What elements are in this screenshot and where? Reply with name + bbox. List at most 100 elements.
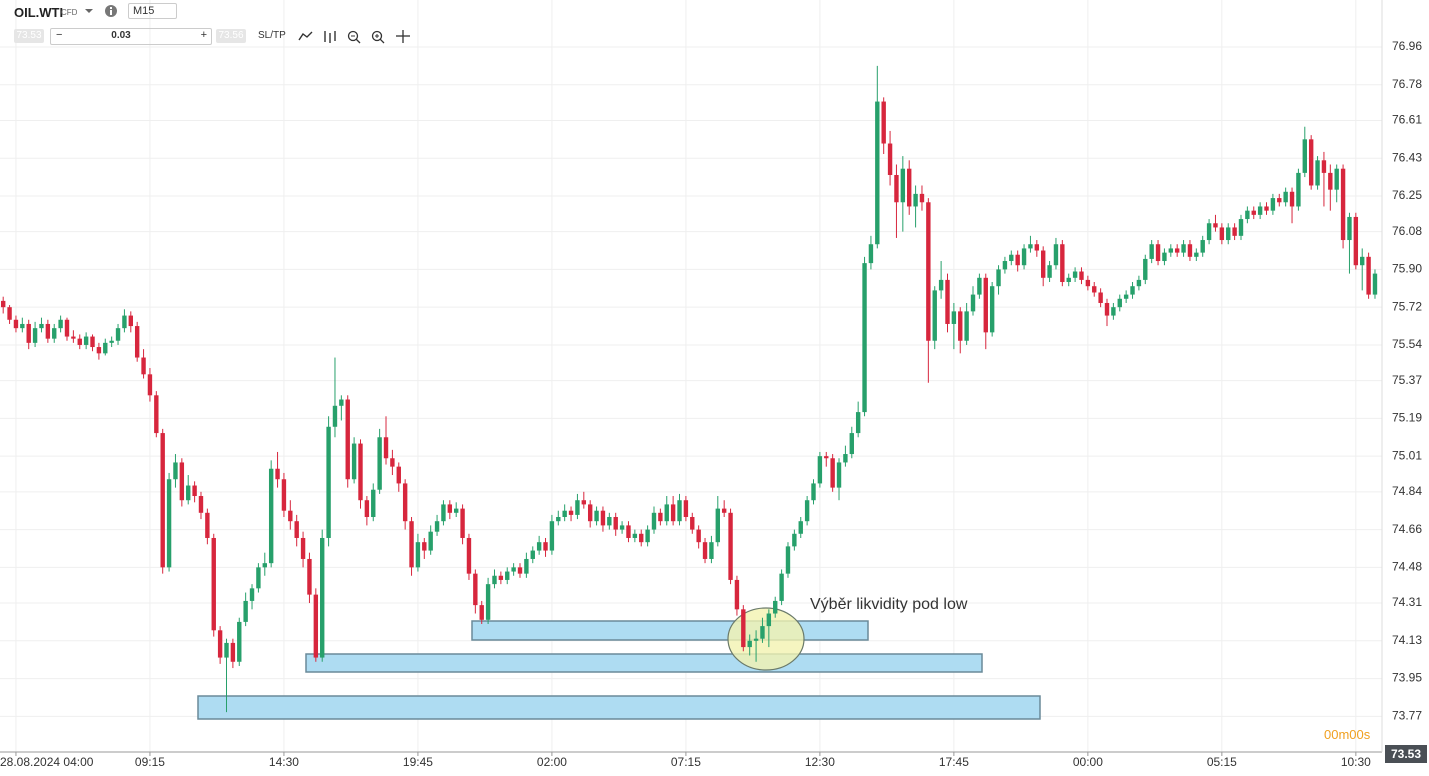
candle-body xyxy=(64,319,70,337)
candle-body xyxy=(843,454,848,463)
ask-price[interactable]: 73.56 xyxy=(216,29,246,43)
candle-body xyxy=(792,533,797,547)
candle-body xyxy=(492,575,497,585)
candle-body xyxy=(702,542,708,559)
candle-body xyxy=(619,525,625,530)
plus[interactable]: + xyxy=(200,29,207,41)
candle-body xyxy=(1162,252,1167,262)
candle-body xyxy=(683,500,689,517)
candle-body xyxy=(964,311,969,341)
candle-body xyxy=(747,640,752,648)
y-tick-label: 76.25 xyxy=(1392,188,1422,202)
candle-body xyxy=(626,525,631,538)
candle-body xyxy=(198,496,204,513)
candle-body xyxy=(339,399,344,406)
y-tick-label: 74.66 xyxy=(1392,522,1422,536)
candle-body xyxy=(1034,244,1040,251)
candle-body xyxy=(613,517,618,530)
candle-body xyxy=(690,517,695,530)
timeframe-select[interactable]: M15 xyxy=(128,3,178,19)
candle-body xyxy=(1302,139,1307,173)
candle-body xyxy=(721,508,727,513)
candle-body xyxy=(875,101,880,245)
minus[interactable]: − xyxy=(56,29,63,41)
x-tick-label: 09:15 xyxy=(135,755,165,769)
tool-icons[interactable] xyxy=(296,28,416,46)
candle-body xyxy=(45,323,51,339)
candle-body xyxy=(773,600,778,614)
candle-body xyxy=(268,468,274,564)
candle-body xyxy=(1289,191,1295,207)
candle-body xyxy=(587,504,593,522)
symbol-type: CFD xyxy=(61,8,78,17)
candle-body xyxy=(52,328,57,339)
y-tick-label: 73.77 xyxy=(1392,709,1422,723)
countdown-minutes: 00m xyxy=(1324,727,1350,742)
candle-body xyxy=(753,638,759,641)
volume: 0.03 xyxy=(111,30,131,41)
candle-body xyxy=(1226,227,1231,241)
candle-body xyxy=(1149,244,1154,259)
candle-body xyxy=(600,510,606,526)
y-tick-label: 75.54 xyxy=(1392,337,1422,351)
candle-body xyxy=(205,512,210,538)
candle-body xyxy=(1072,271,1078,278)
candle-body xyxy=(913,193,918,207)
candle-body xyxy=(664,504,669,522)
y-tick-label: 75.90 xyxy=(1392,262,1422,276)
candle-body xyxy=(192,485,197,497)
candle-body xyxy=(1264,206,1269,211)
candle-body xyxy=(256,567,261,589)
candle-body xyxy=(607,517,612,526)
candle-body xyxy=(103,342,108,354)
toolbar: OIL.WTI CFD M15 73.53 − 0.03 + 73.56 SL/… xyxy=(0,0,1429,48)
candle-body xyxy=(13,319,19,329)
candle-body xyxy=(1040,250,1046,278)
sltp-button[interactable]: SL/TP xyxy=(258,30,286,41)
candle-body xyxy=(581,500,587,505)
y-tick-label: 74.13 xyxy=(1392,633,1422,647)
y-tick-label: 76.61 xyxy=(1392,113,1422,127)
candle-body xyxy=(830,458,835,488)
info-icon[interactable] xyxy=(104,4,118,18)
candle-body xyxy=(473,573,478,606)
candle-body xyxy=(1155,244,1161,262)
candle-body xyxy=(1002,261,1008,270)
candle-body xyxy=(894,174,899,203)
candle-body xyxy=(766,613,772,627)
x-tick-label: 10:30 xyxy=(1341,755,1371,769)
bid-price[interactable]: 73.53 xyxy=(14,29,44,43)
dropdown-icon[interactable] xyxy=(84,7,94,15)
y-tick-label: 76.78 xyxy=(1392,77,1422,91)
candle-body xyxy=(658,512,663,522)
candle-body xyxy=(549,521,555,551)
candle-body xyxy=(26,323,31,343)
countdown: 00m00s xyxy=(1324,727,1370,742)
zones xyxy=(197,607,1041,720)
candle-body xyxy=(945,279,950,324)
candle-body xyxy=(307,558,312,595)
symbol[interactable]: OIL.WTI xyxy=(14,5,64,20)
candle-body xyxy=(160,433,165,568)
volume-input[interactable]: − 0.03 + xyxy=(50,28,212,45)
candle-body xyxy=(115,328,121,341)
candle-body xyxy=(919,193,925,203)
candle-body xyxy=(651,512,657,530)
candle-body xyxy=(511,567,516,572)
candle-body xyxy=(1347,216,1352,241)
candle-body xyxy=(734,579,740,610)
candle-body xyxy=(498,575,504,580)
candle-body xyxy=(466,537,472,574)
candle-body xyxy=(1321,160,1327,173)
y-tick-label: 76.08 xyxy=(1392,224,1422,238)
candle-body xyxy=(760,626,765,639)
y-tick-label: 76.43 xyxy=(1392,150,1422,164)
candle-body xyxy=(1366,256,1371,295)
candle-body xyxy=(1257,206,1263,215)
candle-body xyxy=(1060,244,1065,282)
candle-body xyxy=(345,399,350,480)
candle-body xyxy=(1021,248,1027,266)
candle-body xyxy=(434,521,440,532)
candle-body xyxy=(217,630,223,658)
